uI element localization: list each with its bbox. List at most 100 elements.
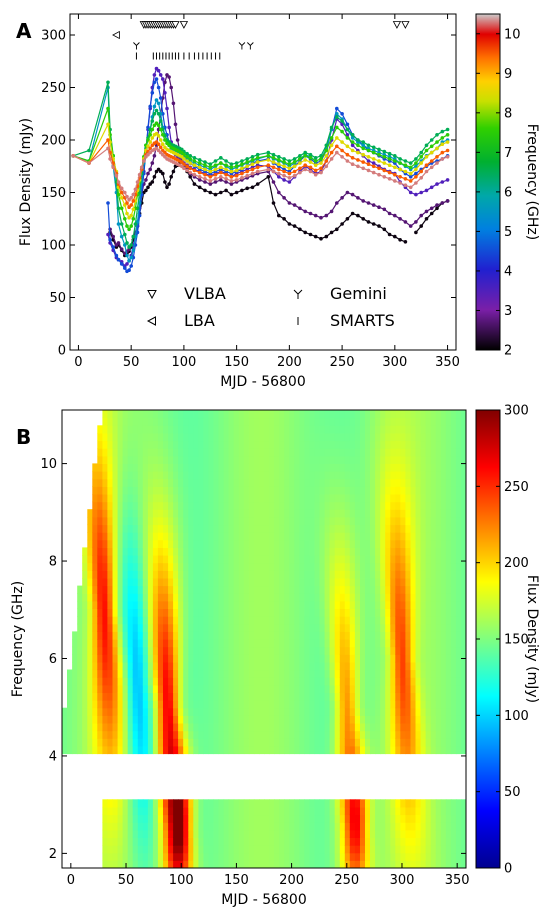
heatmap-cell [193, 715, 199, 724]
heatmap-cell [289, 539, 295, 548]
heatmap-cell [349, 745, 356, 755]
heatmap-cell [360, 631, 366, 640]
heatmap-cell [309, 570, 316, 579]
heatmap-cell [365, 623, 371, 632]
heatmap-cell [380, 448, 386, 457]
heatmap-cell [173, 829, 179, 838]
heatmap-cell [157, 661, 164, 671]
heatmap-cell [259, 577, 265, 587]
heatmap-cell [319, 723, 326, 732]
heatmap-cell [430, 799, 437, 808]
heatmap-cell [122, 532, 129, 541]
heatmap-cell [309, 829, 316, 838]
heatmap-cell [248, 410, 255, 419]
heatmap-cell [405, 631, 412, 640]
heatmap-cell [168, 432, 174, 442]
heatmap-cell [319, 661, 326, 671]
data-point [139, 165, 144, 170]
heatmap-cell [324, 616, 331, 625]
heatmap-cell [385, 738, 391, 747]
heatmap-cell [213, 692, 220, 701]
heatmap-cell [193, 432, 199, 442]
heatmap-cell [243, 661, 250, 671]
heatmap-cell [405, 730, 412, 739]
heatmap-cell [173, 860, 179, 868]
heatmap-cell [137, 555, 144, 564]
heatmap-cell [445, 623, 452, 632]
heatmap-cell [284, 532, 290, 541]
heatmap-cell [294, 852, 300, 861]
heatmap-cell [183, 814, 189, 823]
heatmap-cell [289, 860, 295, 868]
heatmap-cell [375, 478, 381, 487]
heatmap-cell [168, 692, 174, 701]
heatmap-cell [274, 646, 280, 655]
heatmap-cell [415, 608, 422, 617]
heatmap-cell [183, 715, 189, 724]
heatmap-cell [198, 539, 204, 548]
heatmap-cell [213, 570, 220, 579]
heatmap-cell [445, 440, 452, 449]
heatmap-cell [137, 661, 144, 671]
heatmap-cell [208, 631, 215, 640]
heatmap-cell [299, 738, 305, 747]
data-point [435, 203, 439, 207]
heatmap-cell [142, 738, 149, 747]
heatmap-cell [304, 501, 311, 510]
data-point [387, 151, 392, 156]
heatmap-cell [127, 631, 134, 640]
heatmap-cell [107, 478, 114, 487]
heatmap-cell [400, 600, 406, 609]
heatmap-cell [360, 806, 366, 816]
heatmap-cell [319, 593, 326, 602]
heatmap-cell [445, 700, 452, 709]
heatmap-cell [425, 539, 432, 548]
heatmap-cell [324, 516, 331, 526]
heatmap-cell [289, 455, 295, 464]
heatmap-cell [314, 516, 321, 526]
heatmap-cell [142, 715, 149, 724]
heatmap-cell [198, 509, 204, 518]
heatmap-cell [102, 829, 108, 838]
heatmap-cell [127, 585, 134, 594]
heatmap-cell [390, 631, 396, 640]
heatmap-cell [405, 639, 412, 648]
heatmap-cell [274, 829, 280, 838]
heatmap-cell [132, 692, 139, 701]
heatmap-cell [385, 463, 391, 472]
heatmap-cell [425, 715, 432, 724]
heatmap-cell [102, 723, 108, 732]
heatmap-cell [92, 707, 98, 716]
heatmap-cell [440, 417, 447, 426]
data-point [292, 173, 297, 178]
heatmap-cell [183, 730, 189, 739]
heatmap-cell [208, 532, 215, 541]
heatmap-cell [264, 707, 270, 716]
heatmap-cell [112, 471, 119, 480]
heatmap-cell [163, 654, 169, 663]
heatmap-cell [243, 577, 250, 587]
heatmap-cell [157, 707, 164, 716]
data-point [203, 172, 207, 177]
heatmap-cell [178, 654, 184, 663]
heatmap-cell [294, 547, 300, 556]
heatmap-cell [243, 631, 250, 640]
heatmap-cell [218, 585, 225, 594]
heatmap-cell [269, 448, 275, 457]
heatmap-cell [147, 845, 154, 854]
heatmap-cell [354, 410, 361, 419]
heatmap-cell [304, 486, 311, 495]
heatmap-cell [208, 669, 215, 678]
heatmap-cell [168, 562, 174, 571]
heatmap-cell [107, 860, 114, 868]
heatmap-cell [122, 516, 129, 526]
heatmap-cell [127, 806, 134, 816]
heatmap-cell [137, 692, 144, 701]
heatmap-cell [248, 608, 255, 617]
heatmap-cell [354, 715, 361, 724]
heatmap-cell [183, 410, 189, 419]
heatmap-cell [137, 623, 144, 632]
heatmap-cell [415, 806, 422, 816]
heatmap-cell [440, 516, 447, 526]
heatmap-cell [349, 547, 356, 556]
